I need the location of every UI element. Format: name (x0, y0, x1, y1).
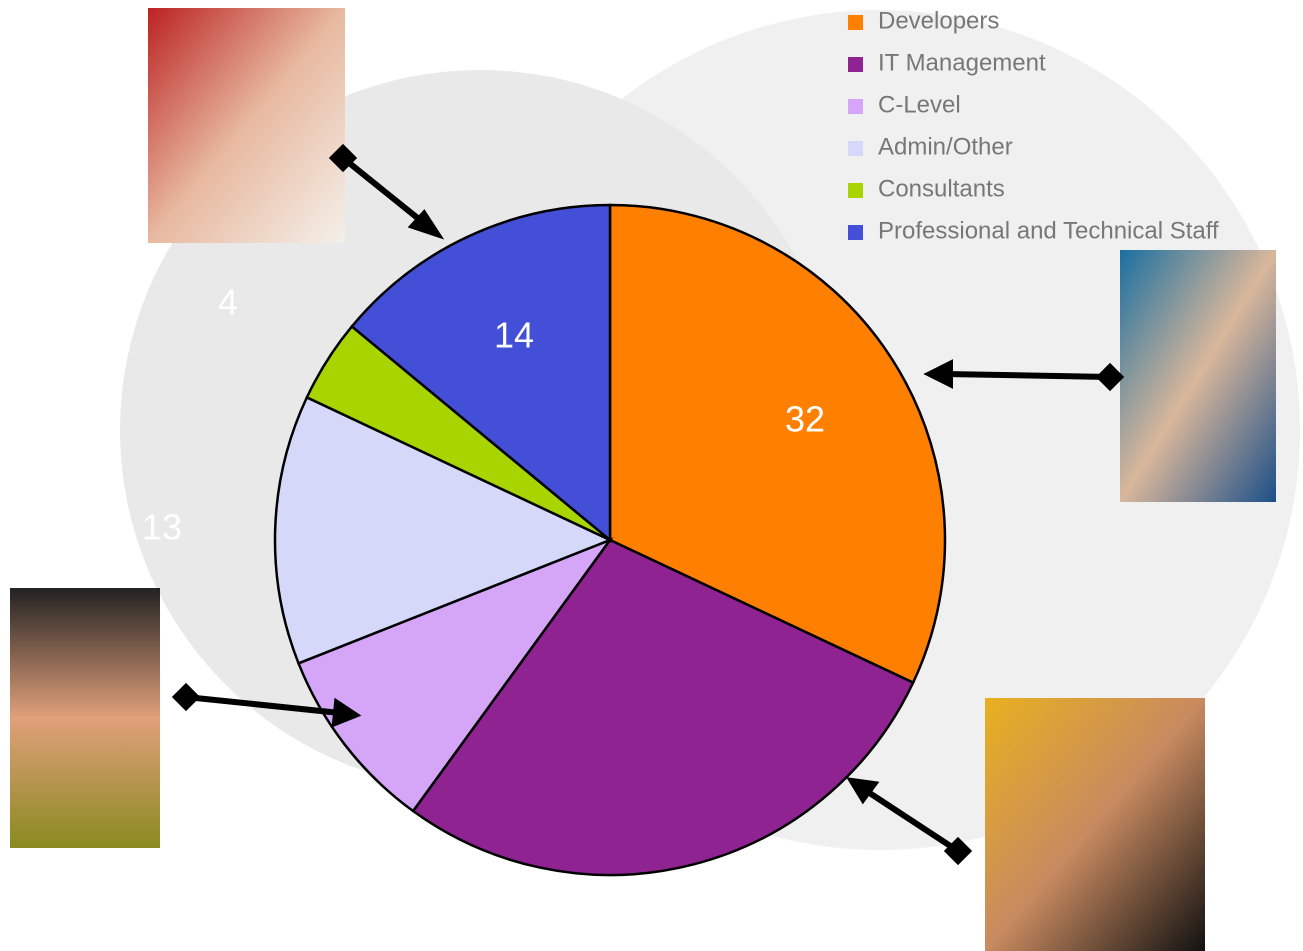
data-label: 14 (494, 315, 534, 356)
legend-swatch (848, 99, 863, 114)
pie-slice (411, 538, 915, 877)
legend-swatch (848, 57, 863, 72)
legend-label: C-Level (878, 91, 961, 118)
pie-slice (273, 395, 614, 665)
legend-swatch (848, 141, 863, 156)
legend-swatch (848, 183, 863, 198)
photos (10, 8, 1276, 951)
pie-slice (350, 203, 612, 543)
photo (148, 8, 345, 243)
legend-label: Developers (878, 7, 999, 34)
photo (985, 698, 1205, 951)
legend-label: IT Management (878, 49, 1046, 76)
arrows (171, 143, 1125, 866)
legend-label: Consultants (878, 175, 1005, 202)
photo (10, 588, 160, 848)
pie-slice (608, 203, 947, 685)
legend-label: Professional and Technical Staff (878, 217, 1219, 244)
legend: Developers IT Management C-Level Admin/Othe… (848, 7, 1219, 244)
pie: 32 13 4 14 (142, 203, 947, 877)
legend-label: Admin/Other (878, 133, 1013, 160)
legend-swatch (848, 225, 863, 240)
data-label: 32 (785, 399, 825, 440)
data-label: 4 (218, 282, 238, 323)
photo (1120, 250, 1276, 502)
pie-slice (296, 537, 614, 813)
data-label: 13 (142, 507, 182, 548)
legend-swatch (848, 15, 863, 30)
